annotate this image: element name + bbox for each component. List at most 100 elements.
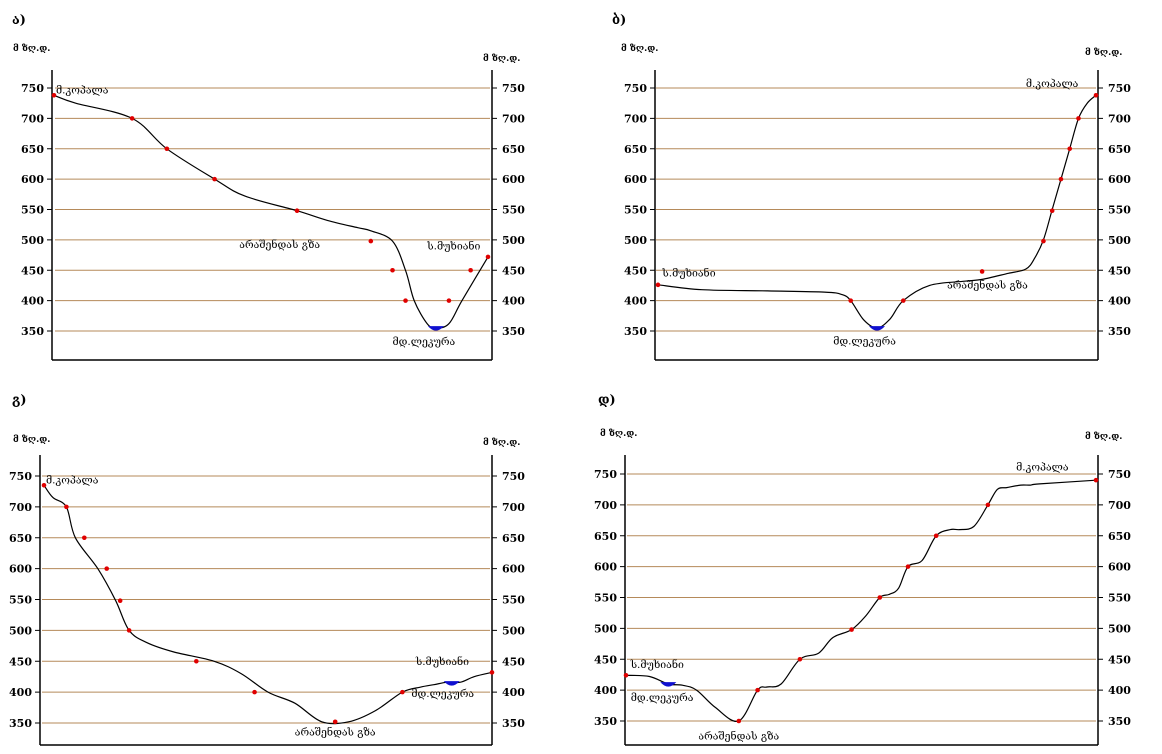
profile-point [368, 238, 374, 244]
profile-point [117, 598, 123, 604]
tick-label-left: 750 [624, 82, 647, 95]
profile-point [446, 298, 452, 303]
tick-label-left: 500 [9, 624, 32, 637]
profile-point [400, 689, 405, 695]
profile-point [1093, 477, 1099, 483]
annotation: მდ.ლეკურა [411, 688, 474, 700]
tick-label-left: 650 [21, 143, 44, 156]
profile-panel-3: გ) მ ზღ.დ. მ ზღ.დ. 750 750 700 700 650 650 600 600… [9, 393, 525, 746]
tick-label-right: 350 [502, 325, 525, 338]
tick-label-left: 350 [624, 325, 647, 338]
profile-point [403, 298, 408, 303]
river-water [869, 326, 885, 331]
annotation: მ.კოპალა [1026, 78, 1079, 90]
profile-point [848, 298, 854, 303]
tick-label-right: 700 [1108, 499, 1131, 512]
profile-point [485, 254, 491, 260]
profile-point [877, 595, 883, 600]
tick-label-left: 600 [594, 561, 617, 574]
tick-label-left: 500 [21, 234, 44, 247]
annotation: არაშენდას გზა [947, 278, 1028, 291]
tick-label-left: 700 [594, 499, 617, 512]
profile-point [1041, 238, 1046, 244]
tick-label-right: 600 [1108, 173, 1131, 186]
tick-label-left: 400 [9, 686, 32, 699]
tick-label-right: 400 [1108, 684, 1131, 697]
tick-label-right: 500 [502, 234, 525, 247]
panel-label: დ) [598, 393, 616, 408]
tick-label-right: 550 [502, 204, 525, 217]
tick-label-right: 650 [1108, 530, 1131, 543]
tick-label-left: 650 [594, 530, 617, 543]
tick-label-right: 650 [502, 532, 525, 545]
tick-label-right: 550 [502, 594, 525, 607]
profile-point [51, 92, 57, 98]
profile-point [1076, 116, 1081, 121]
profile-point [905, 564, 911, 569]
tick-label-left: 350 [594, 715, 617, 728]
tick-label-left: 500 [594, 622, 617, 635]
tick-label-left: 550 [594, 592, 617, 605]
tick-label-right: 550 [1108, 204, 1131, 217]
y-axis-unit-right: მ ზღ.დ. [483, 53, 520, 64]
tick-label-left: 350 [9, 717, 32, 730]
tick-label-right: 450 [1108, 653, 1131, 666]
tick-label-right: 600 [502, 563, 525, 576]
tick-label-left: 750 [9, 470, 32, 483]
tick-label-left: 450 [594, 653, 617, 666]
profile-point [468, 267, 473, 273]
y-axis-unit-left: მ ზღ.დ. [600, 428, 637, 439]
tick-label-left: 400 [21, 295, 44, 308]
tick-label-right: 550 [1108, 592, 1131, 605]
y-axis-unit-right: მ ზღ.დ. [1085, 431, 1122, 442]
tick-label-left: 450 [624, 264, 647, 277]
tick-label-left: 700 [624, 112, 647, 125]
annotation: მდ.ლეკურა [631, 692, 694, 704]
tick-label-right: 700 [502, 501, 525, 514]
profile-point [164, 146, 170, 152]
y-axis-unit-right: მ ზღ.დ. [483, 437, 520, 448]
tick-label-left: 700 [9, 501, 32, 514]
profile-panel-1: ა) მ ზღ.დ. მ ზღ.დ. 750 750 700 700 650 650 600 600… [12, 13, 525, 361]
tick-label-left: 650 [9, 532, 32, 545]
tick-label-left: 600 [9, 563, 32, 576]
annotation: მ.კოპალა [56, 84, 109, 96]
profile-line [625, 479, 1097, 723]
tick-label-left: 550 [9, 594, 32, 607]
annotation: ს.მუხიანი [661, 266, 715, 279]
panel-label: ბ) [612, 13, 626, 28]
profile-point [1049, 208, 1055, 214]
tick-label-right: 400 [502, 295, 525, 308]
profile-line [43, 484, 493, 725]
tick-label-right: 350 [1108, 715, 1131, 728]
annotation: არაშენდას გზა [698, 730, 779, 743]
profile-point [194, 658, 199, 664]
tick-label-right: 750 [1108, 468, 1131, 481]
tick-label-left: 450 [9, 655, 32, 668]
tick-label-right: 650 [502, 143, 525, 156]
panel-label: გ) [12, 393, 27, 408]
profile-point [390, 267, 395, 273]
annotation: ს.მუხიანი [630, 658, 684, 671]
tick-label-right: 350 [502, 717, 525, 730]
annotation: მ.კოპალა [46, 474, 99, 486]
annotation: ს.მუხიანი [426, 240, 480, 253]
tick-label-left: 700 [21, 112, 44, 125]
profile-point [252, 689, 257, 695]
tick-label-right: 500 [1108, 622, 1131, 635]
profile-point [64, 504, 69, 510]
tick-label-left: 750 [21, 82, 44, 95]
annotation: არაშენდას გზა [239, 238, 320, 251]
y-axis-unit-right: მ ზღ.დ. [1085, 47, 1122, 58]
tick-label-right: 750 [502, 82, 525, 95]
tick-label-right: 600 [502, 173, 525, 186]
profile-point [41, 482, 47, 488]
annotation: ს.მუხიანი [415, 655, 469, 668]
profile-point [900, 298, 906, 303]
tick-label-left: 500 [624, 234, 647, 247]
profile-point [1067, 146, 1073, 152]
tick-label-right: 450 [502, 264, 525, 277]
profile-point [985, 502, 991, 508]
y-axis-unit-left: მ ზღ.დ. [13, 434, 50, 445]
